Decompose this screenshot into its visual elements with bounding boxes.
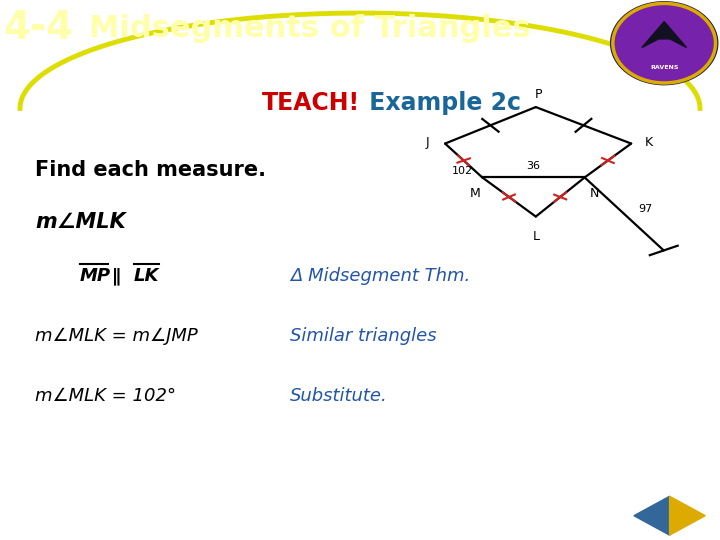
Text: 36: 36 xyxy=(526,161,541,171)
Text: m∠MLK = m∠JMP: m∠MLK = m∠JMP xyxy=(35,327,198,345)
Text: m∠MLK = 102°: m∠MLK = 102° xyxy=(35,387,176,406)
Text: TEACH!: TEACH! xyxy=(262,91,360,114)
Text: LK: LK xyxy=(134,267,160,285)
Polygon shape xyxy=(634,496,670,535)
Text: RAVENS: RAVENS xyxy=(650,65,678,70)
Text: 4-4: 4-4 xyxy=(3,9,73,47)
Text: Find each measure.: Find each measure. xyxy=(35,160,266,180)
Text: Similar triangles: Similar triangles xyxy=(290,327,436,345)
Text: Geometry: Geometry xyxy=(534,507,618,525)
Text: J: J xyxy=(426,136,429,148)
Polygon shape xyxy=(670,496,706,535)
Text: MP: MP xyxy=(80,267,111,285)
Text: ∥: ∥ xyxy=(112,267,121,285)
Polygon shape xyxy=(642,22,687,48)
Text: 102: 102 xyxy=(452,166,473,176)
Text: Δ Midsegment Thm.: Δ Midsegment Thm. xyxy=(290,267,470,285)
Circle shape xyxy=(615,5,714,81)
Text: K: K xyxy=(645,136,653,148)
Text: Substitute.: Substitute. xyxy=(290,387,388,406)
Text: Example 2c: Example 2c xyxy=(361,91,521,114)
Text: N: N xyxy=(589,187,598,200)
Text: P: P xyxy=(534,87,542,100)
Text: Midsegments of Triangles: Midsegments of Triangles xyxy=(89,14,531,43)
Text: m∠MLK: m∠MLK xyxy=(35,212,125,232)
Text: 97: 97 xyxy=(638,204,652,214)
Text: M: M xyxy=(470,187,481,200)
Circle shape xyxy=(611,2,718,85)
Text: L: L xyxy=(532,230,539,242)
